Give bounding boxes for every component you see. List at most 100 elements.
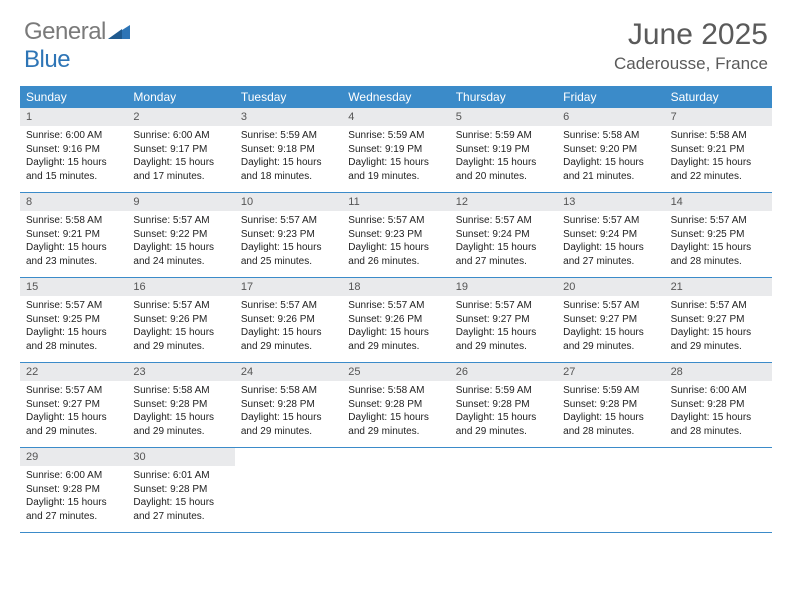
day-details: Sunrise: 5:57 AMSunset: 9:26 PMDaylight:…	[342, 296, 449, 359]
day-details: Sunrise: 5:58 AMSunset: 9:21 PMDaylight:…	[20, 211, 127, 274]
calendar-day-cell: 26Sunrise: 5:59 AMSunset: 9:28 PMDayligh…	[450, 363, 557, 447]
calendar-day-cell: 12Sunrise: 5:57 AMSunset: 9:24 PMDayligh…	[450, 193, 557, 277]
calendar-day-cell: 25Sunrise: 5:58 AMSunset: 9:28 PMDayligh…	[342, 363, 449, 447]
weekday-header-cell: Monday	[127, 86, 234, 108]
calendar-day-cell: 8Sunrise: 5:58 AMSunset: 9:21 PMDaylight…	[20, 193, 127, 277]
weekday-header-row: SundayMondayTuesdayWednesdayThursdayFrid…	[20, 86, 772, 108]
weekday-header-cell: Friday	[557, 86, 664, 108]
day-number: 29	[20, 448, 127, 466]
calendar-day-cell: 6Sunrise: 5:58 AMSunset: 9:20 PMDaylight…	[557, 108, 664, 192]
calendar-day-cell: 22Sunrise: 5:57 AMSunset: 9:27 PMDayligh…	[20, 363, 127, 447]
day-details: Sunrise: 5:58 AMSunset: 9:28 PMDaylight:…	[127, 381, 234, 444]
day-details: Sunrise: 5:59 AMSunset: 9:19 PMDaylight:…	[342, 126, 449, 189]
day-details: Sunrise: 5:59 AMSunset: 9:28 PMDaylight:…	[450, 381, 557, 444]
calendar-week-row: 1Sunrise: 6:00 AMSunset: 9:16 PMDaylight…	[20, 108, 772, 193]
calendar-day-cell: 29Sunrise: 6:00 AMSunset: 9:28 PMDayligh…	[20, 448, 127, 532]
title-block: June 2025 Caderousse, France	[614, 18, 768, 74]
calendar-day-cell: 5Sunrise: 5:59 AMSunset: 9:19 PMDaylight…	[450, 108, 557, 192]
calendar-day-cell: 17Sunrise: 5:57 AMSunset: 9:26 PMDayligh…	[235, 278, 342, 362]
calendar-day-cell: 9Sunrise: 5:57 AMSunset: 9:22 PMDaylight…	[127, 193, 234, 277]
weekday-header-cell: Sunday	[20, 86, 127, 108]
calendar-day-cell: 27Sunrise: 5:59 AMSunset: 9:28 PMDayligh…	[557, 363, 664, 447]
day-details: Sunrise: 5:57 AMSunset: 9:27 PMDaylight:…	[450, 296, 557, 359]
day-number: 26	[450, 363, 557, 381]
day-number: 12	[450, 193, 557, 211]
day-details: Sunrise: 6:00 AMSunset: 9:28 PMDaylight:…	[665, 381, 772, 444]
calendar-day-cell: 18Sunrise: 5:57 AMSunset: 9:26 PMDayligh…	[342, 278, 449, 362]
calendar-day-cell: 13Sunrise: 5:57 AMSunset: 9:24 PMDayligh…	[557, 193, 664, 277]
day-details: Sunrise: 5:57 AMSunset: 9:23 PMDaylight:…	[235, 211, 342, 274]
day-number: 6	[557, 108, 664, 126]
calendar-day-cell: 21Sunrise: 5:57 AMSunset: 9:27 PMDayligh…	[665, 278, 772, 362]
calendar-day-cell: 19Sunrise: 5:57 AMSunset: 9:27 PMDayligh…	[450, 278, 557, 362]
day-number: 5	[450, 108, 557, 126]
calendar-week-row: 15Sunrise: 5:57 AMSunset: 9:25 PMDayligh…	[20, 278, 772, 363]
day-details: Sunrise: 5:59 AMSunset: 9:18 PMDaylight:…	[235, 126, 342, 189]
day-details: Sunrise: 5:58 AMSunset: 9:28 PMDaylight:…	[342, 381, 449, 444]
day-number: 18	[342, 278, 449, 296]
calendar: SundayMondayTuesdayWednesdayThursdayFrid…	[20, 86, 772, 533]
day-details: Sunrise: 5:58 AMSunset: 9:28 PMDaylight:…	[235, 381, 342, 444]
day-number: 7	[665, 108, 772, 126]
calendar-day-cell: 11Sunrise: 5:57 AMSunset: 9:23 PMDayligh…	[342, 193, 449, 277]
calendar-day-cell: 16Sunrise: 5:57 AMSunset: 9:26 PMDayligh…	[127, 278, 234, 362]
logo: GeneralBlue	[24, 18, 132, 74]
day-number: 16	[127, 278, 234, 296]
calendar-day-cell: 1Sunrise: 6:00 AMSunset: 9:16 PMDaylight…	[20, 108, 127, 192]
day-details: Sunrise: 5:57 AMSunset: 9:27 PMDaylight:…	[20, 381, 127, 444]
day-details: Sunrise: 5:57 AMSunset: 9:25 PMDaylight:…	[20, 296, 127, 359]
calendar-day-cell: 15Sunrise: 5:57 AMSunset: 9:25 PMDayligh…	[20, 278, 127, 362]
weekday-header-cell: Thursday	[450, 86, 557, 108]
day-number: 14	[665, 193, 772, 211]
day-details: Sunrise: 5:57 AMSunset: 9:22 PMDaylight:…	[127, 211, 234, 274]
calendar-day-cell	[450, 448, 557, 532]
day-details: Sunrise: 6:00 AMSunset: 9:28 PMDaylight:…	[20, 466, 127, 529]
calendar-day-cell	[342, 448, 449, 532]
day-number: 10	[235, 193, 342, 211]
month-title: June 2025	[614, 18, 768, 52]
day-number: 3	[235, 108, 342, 126]
calendar-day-cell: 4Sunrise: 5:59 AMSunset: 9:19 PMDaylight…	[342, 108, 449, 192]
calendar-week-row: 22Sunrise: 5:57 AMSunset: 9:27 PMDayligh…	[20, 363, 772, 448]
day-number: 20	[557, 278, 664, 296]
day-details: Sunrise: 5:57 AMSunset: 9:24 PMDaylight:…	[450, 211, 557, 274]
day-details: Sunrise: 5:58 AMSunset: 9:20 PMDaylight:…	[557, 126, 664, 189]
day-details: Sunrise: 5:57 AMSunset: 9:26 PMDaylight:…	[235, 296, 342, 359]
day-details: Sunrise: 5:57 AMSunset: 9:25 PMDaylight:…	[665, 211, 772, 274]
weekday-header-cell: Tuesday	[235, 86, 342, 108]
day-number: 19	[450, 278, 557, 296]
day-number: 17	[235, 278, 342, 296]
day-details: Sunrise: 5:58 AMSunset: 9:21 PMDaylight:…	[665, 126, 772, 189]
calendar-day-cell: 28Sunrise: 6:00 AMSunset: 9:28 PMDayligh…	[665, 363, 772, 447]
day-number: 2	[127, 108, 234, 126]
day-details: Sunrise: 6:00 AMSunset: 9:16 PMDaylight:…	[20, 126, 127, 189]
calendar-day-cell: 3Sunrise: 5:59 AMSunset: 9:18 PMDaylight…	[235, 108, 342, 192]
day-number: 30	[127, 448, 234, 466]
header: GeneralBlue June 2025 Caderousse, France	[0, 0, 792, 78]
calendar-day-cell: 23Sunrise: 5:58 AMSunset: 9:28 PMDayligh…	[127, 363, 234, 447]
day-number: 15	[20, 278, 127, 296]
calendar-day-cell	[557, 448, 664, 532]
calendar-day-cell: 14Sunrise: 5:57 AMSunset: 9:25 PMDayligh…	[665, 193, 772, 277]
logo-text: GeneralBlue	[24, 18, 132, 74]
day-number: 23	[127, 363, 234, 381]
calendar-day-cell	[235, 448, 342, 532]
logo-triangle-icon	[108, 18, 130, 45]
calendar-body: 1Sunrise: 6:00 AMSunset: 9:16 PMDaylight…	[20, 108, 772, 533]
location-text: Caderousse, France	[614, 54, 768, 74]
day-details: Sunrise: 5:57 AMSunset: 9:27 PMDaylight:…	[665, 296, 772, 359]
day-details: Sunrise: 6:01 AMSunset: 9:28 PMDaylight:…	[127, 466, 234, 529]
calendar-day-cell	[665, 448, 772, 532]
day-number: 22	[20, 363, 127, 381]
calendar-day-cell: 2Sunrise: 6:00 AMSunset: 9:17 PMDaylight…	[127, 108, 234, 192]
calendar-day-cell: 24Sunrise: 5:58 AMSunset: 9:28 PMDayligh…	[235, 363, 342, 447]
day-number: 27	[557, 363, 664, 381]
calendar-week-row: 8Sunrise: 5:58 AMSunset: 9:21 PMDaylight…	[20, 193, 772, 278]
calendar-day-cell: 10Sunrise: 5:57 AMSunset: 9:23 PMDayligh…	[235, 193, 342, 277]
day-number: 11	[342, 193, 449, 211]
logo-word-general: General	[24, 18, 106, 45]
day-details: Sunrise: 5:57 AMSunset: 9:24 PMDaylight:…	[557, 211, 664, 274]
day-details: Sunrise: 5:59 AMSunset: 9:28 PMDaylight:…	[557, 381, 664, 444]
day-details: Sunrise: 5:59 AMSunset: 9:19 PMDaylight:…	[450, 126, 557, 189]
day-number: 4	[342, 108, 449, 126]
